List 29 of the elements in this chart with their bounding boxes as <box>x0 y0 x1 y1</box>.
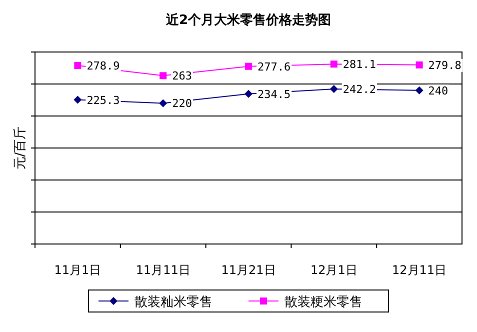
data-label: 279.8 <box>428 58 462 72</box>
x-tick-label: 11月21日 <box>221 263 276 277</box>
data-label: 278.9 <box>86 60 120 73</box>
y-axis-title: 元/百斤 <box>13 126 28 170</box>
point <box>330 84 338 93</box>
data-label: 220 <box>172 97 192 110</box>
legend-label: 散装粳米零售 <box>284 295 362 310</box>
data-label: 225.3 <box>86 94 120 107</box>
point <box>74 96 82 104</box>
data-label: 277.6 <box>258 60 291 74</box>
point <box>160 72 167 80</box>
x-tick-label: 12月11日 <box>392 263 447 277</box>
data-label: 281.1 <box>342 58 376 72</box>
chart-title: 近2个月大米零售价格走势图 <box>164 12 332 28</box>
x-tick-label: 12月1日 <box>310 263 358 277</box>
data-label: 263 <box>172 70 192 83</box>
point <box>244 90 252 98</box>
data-label: 234.5 <box>258 88 291 101</box>
legend-label: 散装籼米零售 <box>134 295 212 310</box>
point <box>330 60 338 68</box>
point <box>416 61 423 68</box>
data-label: 240 <box>428 84 448 98</box>
point <box>74 62 82 70</box>
point <box>245 62 252 70</box>
point <box>415 86 424 94</box>
x-tick-label: 11月1日 <box>54 263 102 277</box>
data-label: 242.2 <box>342 82 376 96</box>
point <box>159 99 168 108</box>
x-tick-label: 11月11日 <box>136 263 190 277</box>
